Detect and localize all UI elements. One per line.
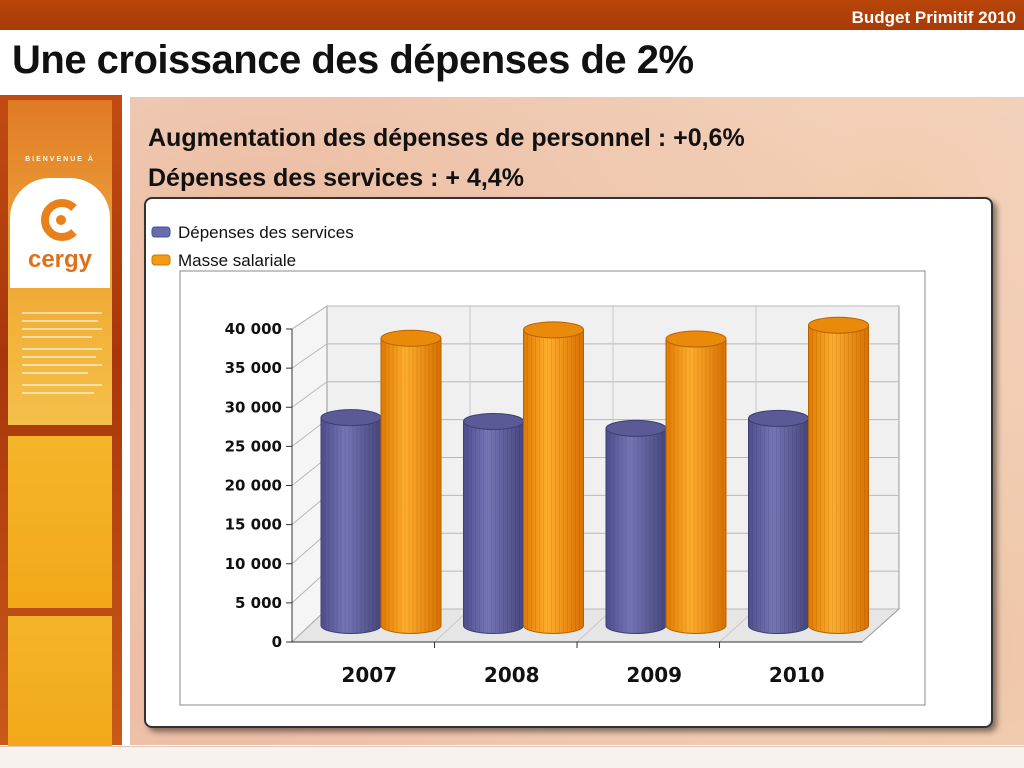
legend-label: Dépenses des services xyxy=(178,223,354,242)
y-tick-label: 15 000 xyxy=(225,516,282,534)
chart-frame: Dépenses des services Masse salariale 0 5 … xyxy=(144,197,993,728)
y-tick-label: 30 000 xyxy=(225,398,282,416)
header-bar: Budget Primitif 2010 xyxy=(0,0,1024,30)
x-tick-label: 2010 xyxy=(769,663,825,687)
logo-text: cergy xyxy=(27,246,93,273)
gridline xyxy=(291,343,328,369)
logo: cergy xyxy=(10,178,110,288)
gridline xyxy=(291,305,328,330)
y-tick-label: 35 000 xyxy=(225,359,282,377)
bar-services-2010 xyxy=(748,409,809,634)
header-label: Budget Primitif 2010 xyxy=(851,8,1016,27)
bar-salaries-2010 xyxy=(808,316,869,634)
bar-salaries-2009 xyxy=(665,330,727,634)
footer-bar xyxy=(0,746,1024,768)
cergy-logo-icon xyxy=(40,199,77,241)
subtitle-services: Dépenses des services : + 4,4% xyxy=(148,164,524,192)
gridline xyxy=(291,381,328,408)
sidebar-block xyxy=(8,436,112,608)
legend-swatch xyxy=(151,254,171,266)
bar-services-2009 xyxy=(605,419,667,634)
bar-services-2007 xyxy=(320,409,382,634)
y-tick-label: 40 000 xyxy=(225,320,282,338)
bar-salaries-2007 xyxy=(380,329,442,634)
y-tick-label: 10 000 xyxy=(225,555,282,573)
x-tick-label: 2007 xyxy=(341,663,397,687)
banner-welcome-text: BIENVENUE À xyxy=(25,156,95,163)
y-tick-label: 25 000 xyxy=(225,437,282,455)
slide-title: Une croissance des dépenses de 2% xyxy=(12,38,694,82)
x-tick-label: 2008 xyxy=(484,663,540,687)
subtitle-personnel: Augmentation des dépenses de personnel :… xyxy=(148,124,745,152)
bar-chart: Dépenses des services Masse salariale 0 5 … xyxy=(151,223,926,706)
y-tick-label: 5 000 xyxy=(235,594,282,612)
legend-label: Masse salariale xyxy=(178,251,296,270)
chart-legend: Dépenses des services Masse salariale xyxy=(151,223,354,270)
legend-swatch xyxy=(151,226,171,238)
y-tick-label: 20 000 xyxy=(225,477,282,495)
bar-salaries-2008 xyxy=(523,321,584,634)
bar-services-2008 xyxy=(463,412,524,634)
sidebar-block xyxy=(8,616,112,746)
x-tick-label: 2009 xyxy=(626,663,682,687)
y-tick-label: 0 xyxy=(272,633,282,651)
sidebar-banner: BIENVENUE À cergy xyxy=(8,100,112,425)
